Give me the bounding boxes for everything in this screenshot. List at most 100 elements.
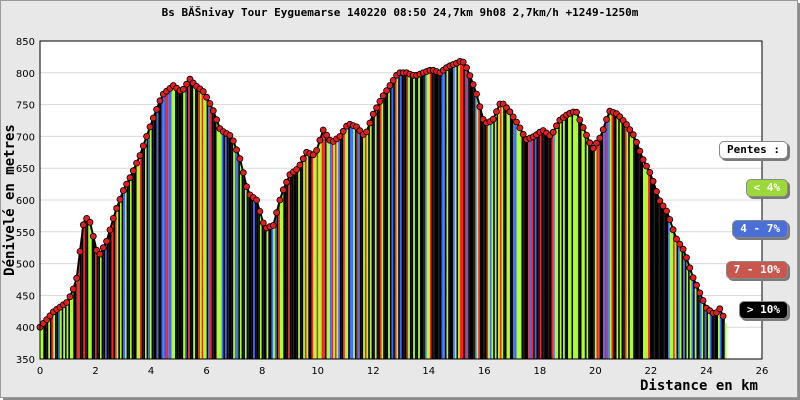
slope-bar [61, 305, 64, 359]
slope-bar [41, 324, 44, 359]
slope-bar [73, 287, 75, 359]
x-tick-label: 10 [311, 366, 324, 377]
slope-bar [346, 125, 349, 359]
slope-bar [519, 129, 522, 359]
slope-bar [140, 153, 142, 359]
slope-bar [246, 190, 249, 359]
slope-bar [461, 60, 464, 359]
slope-bar [646, 167, 649, 359]
elevation-point [273, 209, 281, 217]
slope-bar [319, 137, 322, 359]
slope-bar [283, 187, 285, 359]
legend-item-4-7: 4 - 7% [732, 220, 788, 238]
slope-bar [81, 231, 84, 359]
slope-bar [131, 172, 134, 359]
slope-bar [309, 153, 312, 359]
slope-bar [115, 210, 117, 359]
x-axis-label: Distance en km [640, 378, 758, 394]
elevation-point [476, 103, 484, 111]
elevation-point [686, 264, 694, 272]
slope-bar [464, 66, 467, 360]
slope-bar [641, 157, 644, 359]
slope-bar [648, 170, 650, 359]
slope-bar [513, 118, 515, 359]
slope-bar [403, 72, 405, 360]
elevation-point [626, 126, 634, 134]
slope-bar [501, 103, 504, 359]
slope-bar [68, 298, 70, 359]
x-tick-label: 4 [148, 366, 154, 377]
slope-bar [163, 93, 165, 360]
slope-bar [148, 129, 150, 359]
slope-bar [48, 316, 50, 359]
slope-bar [674, 237, 677, 359]
slope-bar [481, 116, 484, 359]
slope-bar [408, 73, 410, 360]
slope-bar [708, 310, 710, 359]
slope-bar [301, 160, 304, 359]
slope-bar [399, 72, 402, 360]
slope-bar [156, 107, 159, 359]
slope-bar [364, 134, 367, 359]
slope-bar [504, 106, 507, 359]
slope-bar [236, 152, 239, 359]
slope-bar [671, 227, 674, 359]
slope-bar [183, 88, 185, 359]
x-tick-labels: 0 2 4 6 8 10 12 14 16 18 20 22 24 26 [37, 366, 769, 377]
elevation-point [69, 285, 77, 293]
slope-bar [644, 164, 647, 359]
y-tick-label: 750 [16, 101, 35, 112]
slope-bar [158, 102, 160, 360]
slope-bar [649, 174, 652, 359]
slope-bar [356, 127, 359, 359]
slope-bar [614, 113, 617, 360]
slope-bar [258, 208, 260, 359]
slope-bar [551, 133, 554, 359]
slope-bar [521, 132, 524, 359]
x-tick-label: 22 [645, 366, 658, 377]
elevation-point [99, 244, 107, 252]
slope-bar [193, 83, 195, 360]
slope-bar [146, 134, 149, 359]
slope-bar [70, 294, 72, 359]
slope-bar [101, 249, 104, 359]
slope-bar [571, 112, 574, 359]
slope-bar [120, 197, 122, 359]
slope-bar [673, 232, 675, 359]
elevation-point [143, 132, 151, 140]
elevation-point [369, 110, 377, 118]
slope-bar [561, 118, 564, 359]
slope-bar [316, 147, 319, 359]
slope-bar [361, 133, 364, 359]
slope-bar [224, 133, 227, 359]
x-tick-label: 14 [422, 366, 435, 377]
slope-bar [486, 122, 489, 359]
elevation-point [206, 100, 214, 107]
slope-bar [589, 144, 592, 359]
slope-bar [243, 176, 245, 359]
elevation-point [586, 139, 594, 147]
slope-bar [419, 73, 422, 360]
elevation-point [106, 226, 114, 234]
slope-bar [221, 131, 224, 359]
elevation-point [153, 106, 161, 113]
slope-bar [683, 250, 685, 359]
x-tick-label: 8 [259, 366, 265, 377]
slope-bar [216, 121, 219, 360]
elevation-point [336, 132, 344, 140]
slope-bar [574, 111, 577, 359]
slope-bar [121, 192, 124, 359]
slope-bar [584, 133, 587, 359]
slope-bar [181, 90, 184, 359]
elevation-point [656, 197, 664, 205]
slope-bar [631, 133, 634, 359]
elevation-point [633, 138, 640, 146]
slope-bar [556, 124, 559, 359]
slope-bar [213, 113, 215, 359]
slope-bar [401, 72, 404, 360]
slope-bar [634, 140, 637, 359]
slope-bar [626, 125, 629, 359]
slope-bar [173, 86, 175, 359]
slope-bar [214, 117, 217, 360]
slope-bar [704, 306, 707, 359]
